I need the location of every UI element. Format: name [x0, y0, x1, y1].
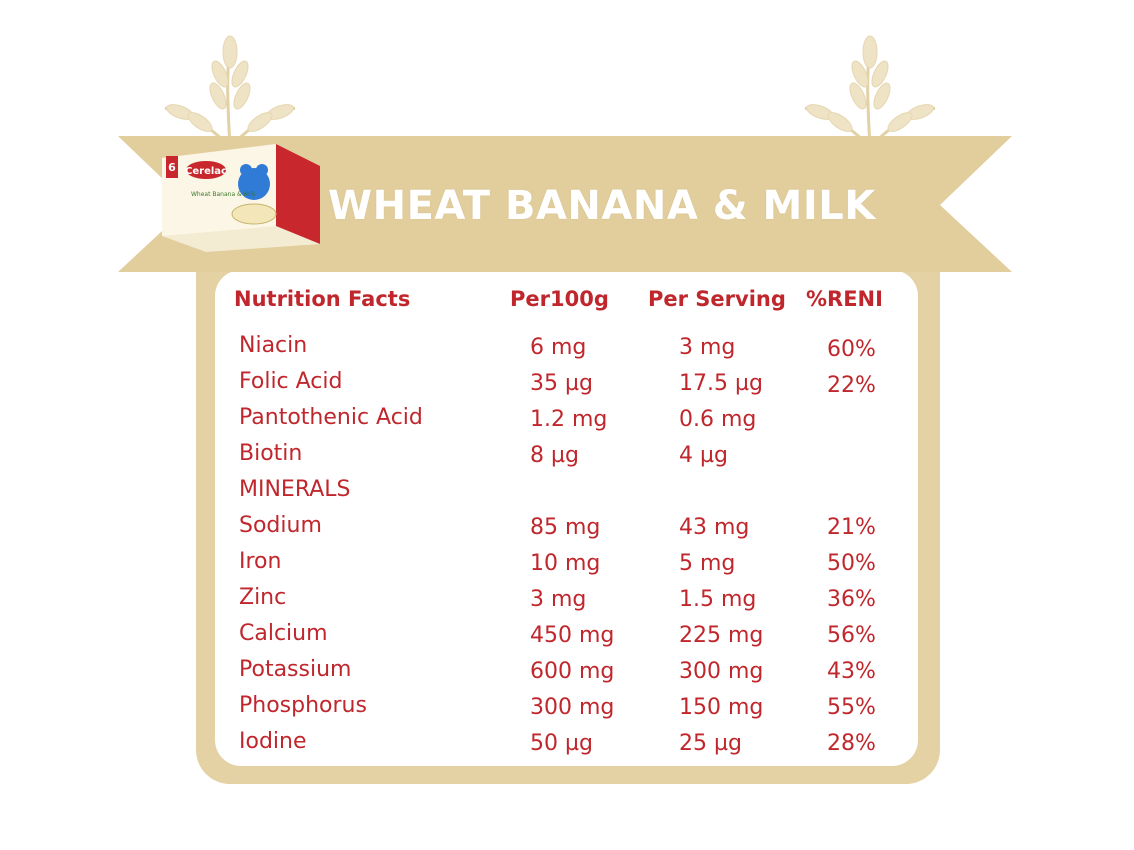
reni-value: 60% — [827, 337, 876, 362]
nutrient-name: Potassium — [239, 657, 352, 682]
nutrient-name: MINERALS — [239, 477, 351, 502]
per-serving-value: 225 mg — [679, 623, 764, 648]
per100g-value: 50 µg — [530, 731, 593, 756]
section-heading-minerals: MINERALS — [0, 474, 1134, 510]
reni-value: 43% — [827, 659, 876, 684]
reni-value: 28% — [827, 731, 876, 756]
reni-value: 21% — [827, 515, 876, 540]
per-serving-value: 43 mg — [679, 515, 750, 540]
table-row: Biotin 8 µg 4 µg — [0, 438, 1134, 474]
brand-logo: Cerelac — [185, 166, 227, 177]
nutrient-name: Calcium — [239, 621, 328, 646]
nutrient-name: Folic Acid — [239, 369, 343, 394]
per100g-value: 600 mg — [530, 659, 615, 684]
table-row: Sodium 85 mg 43 mg 21% — [0, 510, 1134, 546]
per100g-value: 300 mg — [530, 695, 615, 720]
reni-value: 50% — [827, 551, 876, 576]
reni-value: 55% — [827, 695, 876, 720]
table-row: Niacin 6 mg 3 mg 60% — [0, 330, 1134, 366]
nutrient-name: Iodine — [239, 729, 307, 754]
per100g-value: 6 mg — [530, 335, 587, 360]
per100g-value: 1.2 mg — [530, 407, 608, 432]
table-row: Pantothenic Acid 1.2 mg 0.6 mg — [0, 402, 1134, 438]
per100g-value: 3 mg — [530, 587, 587, 612]
per-serving-value: 25 µg — [679, 731, 742, 756]
per-serving-value: 3 mg — [679, 335, 736, 360]
age-badge: 6 — [168, 161, 176, 174]
nutrient-name: Biotin — [239, 441, 303, 466]
per100g-value: 85 mg — [530, 515, 601, 540]
nutrient-name: Niacin — [239, 333, 308, 358]
per-serving-value: 4 µg — [679, 443, 728, 468]
nutrient-name: Phosphorus — [239, 693, 367, 718]
reni-value: 56% — [827, 623, 876, 648]
per-serving-value: 300 mg — [679, 659, 764, 684]
per100g-value: 10 mg — [530, 551, 601, 576]
variant-label: Wheat Banana & Milk — [191, 191, 256, 198]
table-row: Calcium 450 mg 225 mg 56% — [0, 618, 1134, 654]
table-row: Phosphorus 300 mg 150 mg 55% — [0, 690, 1134, 726]
nutrient-name: Sodium — [239, 513, 322, 538]
reni-value: 36% — [827, 587, 876, 612]
table-row: Potassium 600 mg 300 mg 43% — [0, 654, 1134, 690]
product-title: WHEAT BANANA & MILK — [328, 183, 876, 229]
per-serving-value: 0.6 mg — [679, 407, 757, 432]
per-serving-value: 1.5 mg — [679, 587, 757, 612]
cerelac-package-image: 6 Cerelac Wheat Banana & Milk — [162, 144, 320, 252]
table-row: Folic Acid 35 µg 17.5 µg 22% — [0, 366, 1134, 402]
table-row: Iron 10 mg 5 mg 50% — [0, 546, 1134, 582]
per100g-value: 8 µg — [530, 443, 579, 468]
nutrient-name: Zinc — [239, 585, 287, 610]
header-per-serving: Per Serving — [648, 287, 786, 311]
nutrient-name: Pantothenic Acid — [239, 405, 423, 430]
nutrient-name: Iron — [239, 549, 282, 574]
per100g-value: 450 mg — [530, 623, 615, 648]
title-ribbon — [118, 136, 1012, 272]
table-row: Iodine 50 µg 25 µg 28% — [0, 726, 1134, 762]
per-serving-value: 5 mg — [679, 551, 736, 576]
table-row: Zinc 3 mg 1.5 mg 36% — [0, 582, 1134, 618]
per-serving-value: 17.5 µg — [679, 371, 763, 396]
per-serving-value: 150 mg — [679, 695, 764, 720]
header-reni: %RENI — [806, 287, 883, 311]
reni-value: 22% — [827, 373, 876, 398]
header-nutrition-facts: Nutrition Facts — [234, 287, 411, 311]
header-per100g: Per100g — [510, 287, 609, 311]
nutrition-card-panel — [215, 270, 918, 766]
per100g-value: 35 µg — [530, 371, 593, 396]
